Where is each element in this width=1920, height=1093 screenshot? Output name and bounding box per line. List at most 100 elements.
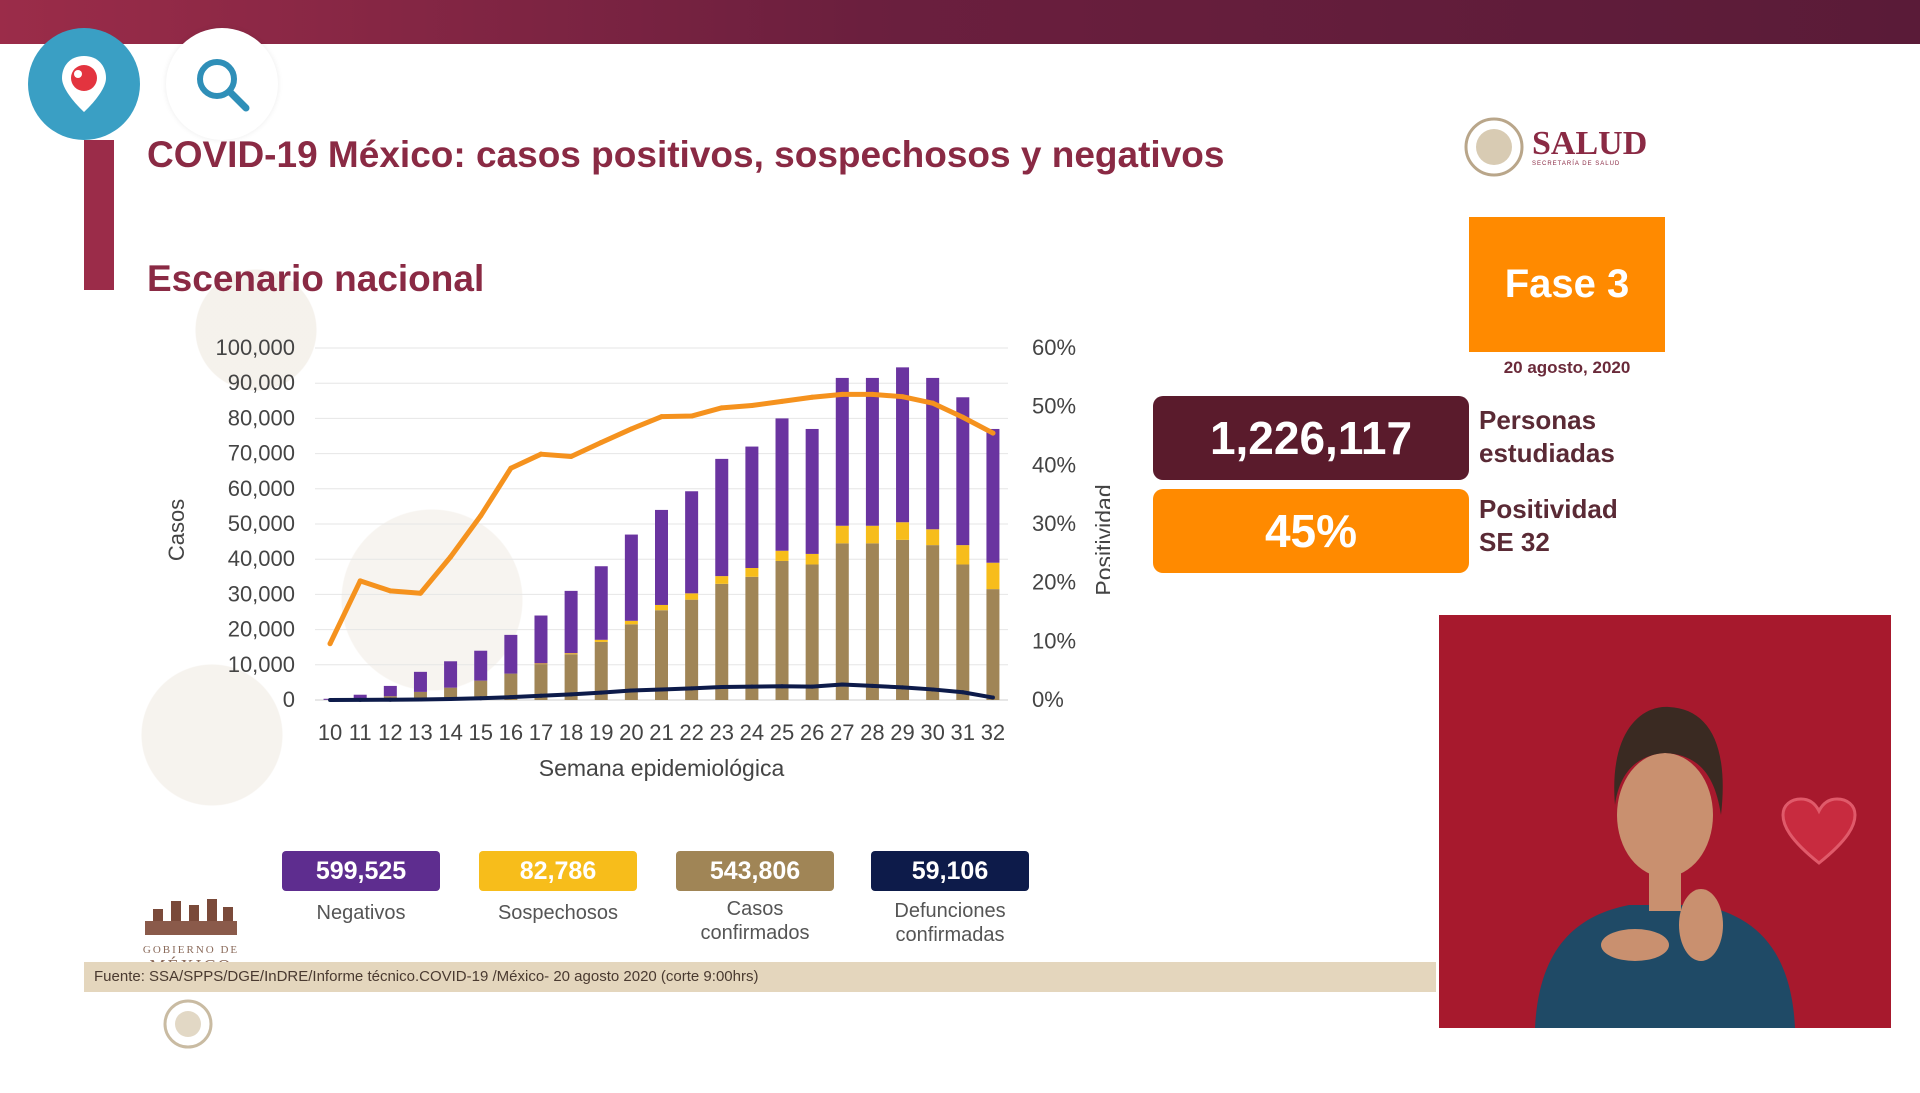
kpi-label-line: Negativos <box>316 902 406 924</box>
x-tick-label: 20 <box>619 720 643 745</box>
positividad-point <box>628 426 634 432</box>
defunciones-point <box>358 697 363 702</box>
positividad-point <box>809 394 815 400</box>
y-right-tick-label: 60% <box>1032 335 1076 360</box>
positividad-point <box>930 400 936 406</box>
bar-negativos <box>383 685 397 697</box>
bar-casos-confirmados <box>835 543 849 700</box>
defunciones-point <box>719 684 724 689</box>
positividad-point <box>900 394 906 400</box>
defunciones-point <box>599 690 604 695</box>
x-tick-label: 13 <box>408 720 432 745</box>
bar-negativos <box>986 428 1000 563</box>
y-tick-label: 40,000 <box>228 546 295 571</box>
defunciones-point <box>900 685 905 690</box>
salud-logo: SALUD SECRETARÍA DE SALUD <box>1464 112 1674 182</box>
kpi-sospechosos: 82,786 <box>479 851 637 891</box>
studied-label-line: Personas <box>1479 405 1597 435</box>
search-icon <box>197 59 250 112</box>
defunciones-point <box>930 687 935 692</box>
top-bar <box>0 0 1920 44</box>
x-tick-label: 26 <box>800 720 824 745</box>
bar-negativos <box>805 428 819 554</box>
defunciones-point <box>478 696 483 701</box>
bar-negativos <box>715 458 729 577</box>
bar-negativos <box>353 694 367 699</box>
bar-casos-confirmados <box>534 664 548 700</box>
bar-sospechosos <box>564 653 578 655</box>
positividad-point <box>869 391 875 397</box>
bar-casos-confirmados <box>956 564 970 700</box>
bar-sospechosos <box>956 545 970 565</box>
x-axis-label: Semana epidemiológica <box>539 755 785 781</box>
bar-casos-confirmados <box>504 673 518 700</box>
kpi-defunciones-label: Defunciones confirmadas <box>850 899 1050 947</box>
x-tick-label: 29 <box>890 720 914 745</box>
bar-sospechosos <box>926 529 940 546</box>
x-tick-label: 17 <box>529 720 553 745</box>
studied-label-line: estudiadas <box>1479 438 1615 468</box>
positividad-point <box>387 588 393 594</box>
monument-icon <box>145 899 237 935</box>
x-tick-label: 24 <box>740 720 764 745</box>
search-button[interactable] <box>166 28 278 140</box>
bar-negativos <box>745 446 759 568</box>
bar-negativos <box>685 491 699 594</box>
x-tick-label: 25 <box>770 720 794 745</box>
bar-sospechosos <box>775 550 789 561</box>
x-tick-label: 31 <box>951 720 975 745</box>
sign-language-interpreter-video <box>1439 615 1891 1028</box>
y-tick-label: 60,000 <box>228 476 295 501</box>
positividad-point <box>508 465 514 471</box>
bar-negativos <box>655 509 668 605</box>
interpreter-figure <box>1535 706 1795 1028</box>
positividad-point <box>719 405 725 411</box>
defunciones-point <box>508 695 513 700</box>
bar-negativos <box>413 671 427 692</box>
positividad-point <box>659 414 664 420</box>
bar-negativos <box>956 397 970 546</box>
bar-casos-confirmados <box>474 680 488 700</box>
x-tick-label: 12 <box>378 720 402 745</box>
positividad-point <box>839 391 845 397</box>
phase-date: 20 agosto, 2020 <box>1503 358 1631 377</box>
kpi-label-line: confirmadas <box>895 924 1005 946</box>
bar-casos-confirmados <box>805 564 819 700</box>
positividad-point <box>327 641 333 647</box>
national-seal-icon <box>1464 117 1524 177</box>
bar-casos-confirmados <box>564 654 578 700</box>
kpi-label-line: Casos <box>726 898 784 920</box>
defunciones-point <box>960 690 965 695</box>
bar-negativos <box>564 590 578 654</box>
bar-sospechosos <box>896 522 910 540</box>
x-tick-label: 11 <box>349 720 372 745</box>
bar-negativos <box>865 377 879 526</box>
studied-value: 1,226,117 <box>1153 396 1469 480</box>
bar-negativos <box>775 418 789 551</box>
bar-negativos <box>926 377 940 530</box>
defunciones-point <box>629 688 634 693</box>
bar-negativos <box>504 634 518 674</box>
bar-sospechosos <box>624 620 638 625</box>
positividad-point <box>538 451 544 457</box>
bar-casos-confirmados <box>413 691 427 700</box>
y-axis-label: Casos <box>164 499 189 561</box>
bar-negativos <box>474 650 488 681</box>
defunciones-point <box>659 687 664 692</box>
y-tick-label: 70,000 <box>228 441 295 466</box>
x-tick-label: 30 <box>920 720 944 745</box>
bar-negativos <box>896 367 910 523</box>
bar-casos-confirmados <box>865 543 879 700</box>
defunciones-point <box>840 682 845 687</box>
positivity-label-line: SE 32 <box>1479 527 1550 557</box>
y-tick-label: 10,000 <box>228 652 295 677</box>
x-tick-label: 15 <box>468 720 492 745</box>
positividad-point <box>357 578 363 584</box>
source-band <box>84 962 1436 992</box>
positividad-point <box>598 439 604 445</box>
y-right-tick-label: 10% <box>1032 628 1076 653</box>
page-title: COVID-19 México: casos positivos, sospec… <box>147 134 1225 175</box>
periscope-button[interactable] <box>28 28 140 140</box>
x-tick-label: 32 <box>981 720 1005 745</box>
bar-sospechosos <box>835 525 849 544</box>
